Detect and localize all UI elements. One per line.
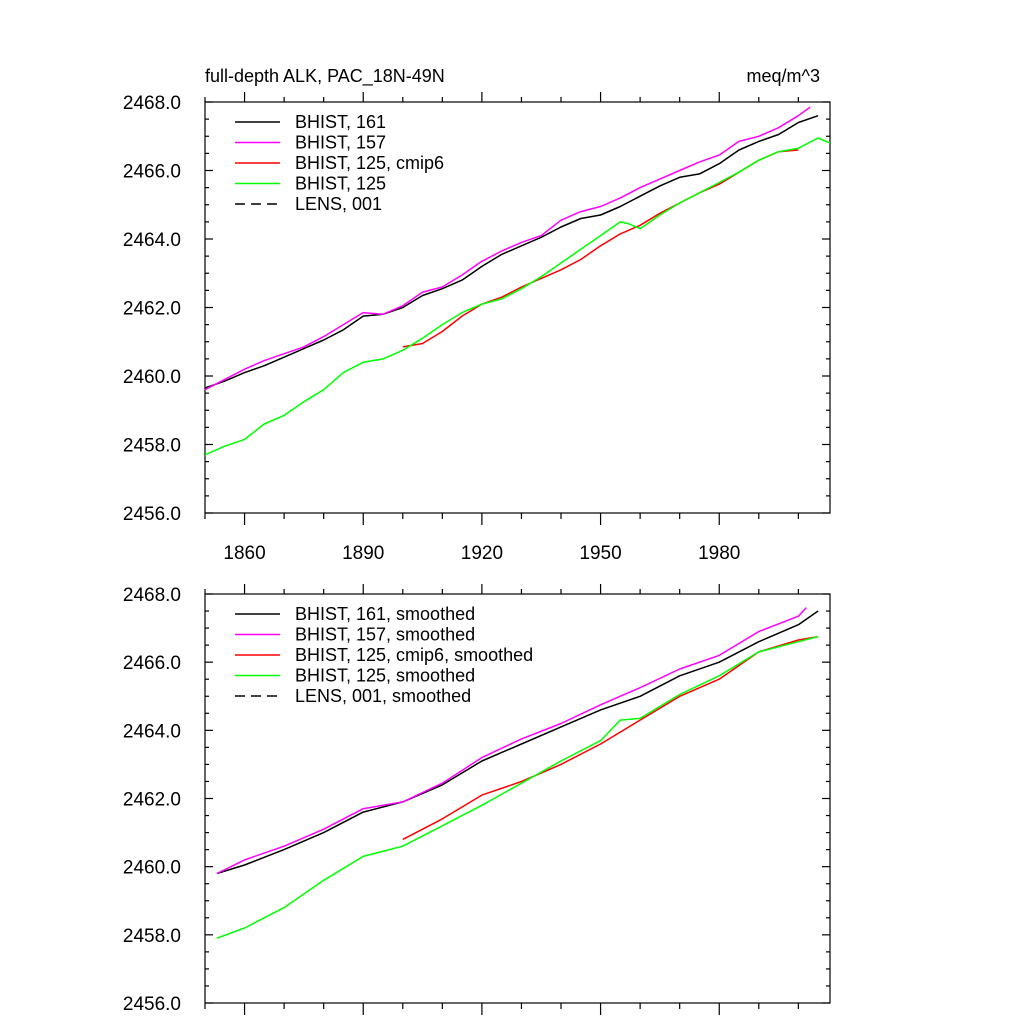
y-tick-label: 2456.0 — [123, 504, 181, 525]
series-line-3 — [204, 137, 831, 456]
y-tick-label: 2458.0 — [123, 926, 181, 947]
legend-label: BHIST, 125, cmip6, smoothed — [295, 645, 533, 665]
y-tick-label: 2462.0 — [123, 299, 181, 320]
legend-label: BHIST, 161 — [295, 112, 386, 132]
series-line-1 — [204, 106, 811, 391]
x-tick-label: 1860 — [223, 543, 265, 564]
series-line-0 — [216, 610, 819, 875]
legend-label: LENS, 001 — [295, 194, 382, 214]
series-line-2 — [402, 149, 799, 348]
y-tick-label: 2456.0 — [123, 994, 181, 1015]
legend-label: BHIST, 161, smoothed — [295, 604, 475, 624]
y-tick-label: 2464.0 — [123, 230, 181, 251]
y-tick-label: 2466.0 — [123, 653, 181, 674]
y-tick-label: 2460.0 — [123, 858, 181, 879]
y-tick-label: 2468.0 — [123, 93, 181, 114]
legend-label: BHIST, 125 — [295, 174, 386, 194]
legend-label: BHIST, 157, smoothed — [295, 625, 475, 645]
y-tick-label: 2460.0 — [123, 367, 181, 388]
x-tick-label: 1920 — [461, 543, 503, 564]
top-panel: 2456.0 2458.0 2460.0 2462.0 2464.0 2466.0 2468… — [123, 92, 831, 564]
legend-label: BHIST, 157 — [295, 133, 386, 153]
x-tick-label: 1890 — [342, 543, 384, 564]
chart-units: meq/m^3 — [747, 66, 820, 86]
y-tick-label: 2466.0 — [123, 162, 181, 183]
series-line-0 — [204, 114, 819, 389]
y-tick-label: 2462.0 — [123, 790, 181, 811]
x-tick-label: 1980 — [698, 543, 740, 564]
legend-label: LENS, 001, smoothed — [295, 686, 471, 706]
y-tick-label: 2458.0 — [123, 436, 181, 457]
legend-label: BHIST, 125, cmip6 — [295, 153, 444, 173]
series-line-1 — [216, 607, 807, 875]
bottom-panel: 2456.0 2458.0 2460.0 2462.0 2464.0 2466.0 2468… — [123, 584, 831, 1015]
y-tick-label: 2464.0 — [123, 721, 181, 742]
series-line-3 — [216, 635, 819, 939]
chart-title: full-depth ALK, PAC_18N-49N — [205, 66, 445, 87]
x-tick-label: 1950 — [579, 543, 621, 564]
legend-label: BHIST, 125, smoothed — [295, 666, 475, 686]
y-tick-label: 2468.0 — [123, 585, 181, 606]
